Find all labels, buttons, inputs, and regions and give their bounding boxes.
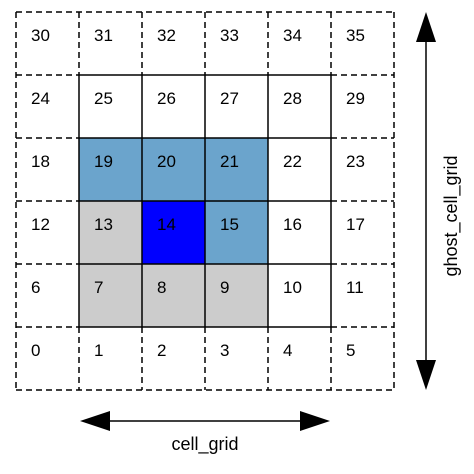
cell-11-label: 11: [346, 278, 364, 297]
cell-6-label: 6: [31, 278, 40, 297]
cell-29-label: 29: [346, 89, 365, 108]
cell-22-label: 22: [283, 152, 302, 171]
cell-17-label: 17: [346, 215, 365, 234]
cell-15-fill: [205, 201, 268, 264]
ghost-cell-grid-arrow-bottom-head: [416, 360, 436, 390]
cell-20-fill: [142, 138, 205, 201]
cell-35-label: 35: [346, 26, 365, 45]
cell-23-label: 23: [346, 152, 365, 171]
cell-7-label: 7: [94, 278, 103, 297]
cell-28-label: 28: [283, 89, 302, 108]
cell-8-fill: [142, 264, 205, 327]
cell-26-label: 26: [157, 89, 176, 108]
cell-27-label: 27: [220, 89, 239, 108]
cell-12-label: 12: [31, 215, 50, 234]
cell-grid-arrow-right-head: [300, 411, 330, 431]
cell-5-label: 5: [346, 341, 355, 360]
cell-25-label: 25: [94, 89, 113, 108]
inner-grid-lines: [78, 74, 332, 328]
cell-34-label: 34: [283, 26, 302, 45]
cell-3-label: 3: [220, 341, 229, 360]
cell-grid-arrow-left-head: [80, 411, 110, 431]
cell-32-label: 32: [157, 26, 176, 45]
ghost-cell-grid-arrow-top-head: [416, 12, 436, 42]
cell-19-label: 19: [94, 152, 113, 171]
cell-14-fill: [142, 201, 205, 264]
cell-10-label: 10: [283, 278, 302, 297]
cell-8-label: 8: [157, 278, 166, 297]
cell-20-label: 20: [157, 152, 176, 171]
cell-14-label: 14: [157, 215, 176, 234]
cell-1-label: 1: [94, 341, 103, 360]
cell-9-label: 9: [220, 278, 229, 297]
cell-0-label: 0: [31, 341, 40, 360]
cell-2-label: 2: [157, 341, 166, 360]
cell-30-label: 30: [31, 26, 50, 45]
cell-18-label: 18: [31, 152, 50, 171]
cell-grid-label: cell_grid: [171, 434, 238, 455]
cell-31-label: 31: [94, 26, 113, 45]
cell-21-fill: [205, 138, 268, 201]
cell-19-fill: [79, 138, 142, 201]
cell-9-fill: [205, 264, 268, 327]
ghost-cell-grid-label: ghost_cell_grid: [441, 155, 462, 276]
cell-33-label: 33: [220, 26, 239, 45]
cell-15-label: 15: [220, 215, 239, 234]
cell-24-label: 24: [31, 89, 50, 108]
cell-4-label: 4: [283, 341, 292, 360]
cell-21-label: 21: [220, 152, 239, 171]
cell-13-fill: [79, 201, 142, 264]
cell-13-label: 13: [94, 215, 113, 234]
ghost-cell-border: [15, 11, 395, 391]
cell-7-fill: [79, 264, 142, 327]
cell-16-label: 16: [283, 215, 302, 234]
